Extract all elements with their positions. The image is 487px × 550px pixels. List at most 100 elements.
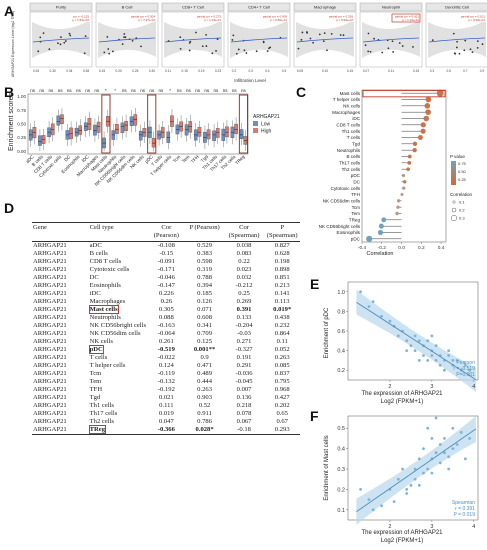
panel-a-fit-line (230, 37, 288, 43)
panel-a-stat-box (62, 14, 90, 22)
panel-b-ylabel: Enrichment scores (8, 93, 15, 151)
table-cell: 0.391 (236, 306, 252, 313)
panel-a-ci-band (230, 20, 288, 58)
table-cell: 0.202 (274, 402, 290, 409)
panel-e-x-tick-label: 2 (388, 384, 391, 390)
table-cell: ARHGAP21 (33, 370, 67, 377)
table-cell: 0.489 (197, 370, 212, 377)
panel-b-box-high (225, 126, 229, 138)
panel-a-point (318, 33, 321, 36)
panel-a-strip (359, 2, 423, 12)
table-cell: 0.141 (274, 290, 290, 297)
table-cell: B cells (89, 250, 108, 257)
panel-a-point (237, 48, 240, 51)
panel-b-figure: Enrichment scores ARHGAP21 Low High 1.00… (8, 88, 280, 187)
table-cell: 0.898 (274, 266, 290, 273)
panel-f-point (430, 437, 434, 440)
panel-a-strip-title: Dendritic Cell (445, 5, 469, 10)
panel-a-point (42, 32, 45, 35)
table-cell: Macrophages (89, 298, 126, 305)
panel-b-significance: * (105, 88, 107, 93)
panel-a-point (469, 48, 472, 51)
panel-a-x-tick-label: 0.25 (132, 69, 138, 73)
table-cell: 0.001** (193, 346, 216, 353)
panel-a-point (108, 52, 111, 55)
panel-e-point (413, 349, 417, 352)
table-cell: 0.709 (197, 330, 212, 337)
panel-b-box-high (96, 121, 101, 133)
panel-b-significance: ns (214, 88, 220, 93)
table-cell: 0.788 (197, 274, 212, 281)
panel-a-point (392, 51, 395, 53)
panel-c-plot-area (361, 89, 447, 243)
panel-c-y-tick-label: TFH (351, 192, 360, 197)
panel-a-strip-title: Macrophage (314, 5, 337, 10)
table-row: ARHGAP21 NK CD56bright cells -0.163 0.341 -0… (32, 322, 300, 330)
table-cell: ARHGAP21 (33, 322, 67, 329)
table-cell: 0.837 (274, 370, 290, 377)
table-cell: 0.124 (158, 362, 174, 369)
table-cell: 0.319 (197, 266, 212, 273)
panel-a-x-tick-label: 0.5 (446, 69, 451, 73)
panel-b-y-tick-label: 0.25 (17, 135, 26, 140)
panel-c-pvalue-title: P value (450, 154, 465, 159)
panel-f-point (468, 437, 472, 440)
table-cell: -0.132 (157, 378, 175, 385)
panel-c-y-tick-label: Neutrophils (337, 148, 361, 153)
panel-f-point (396, 477, 400, 481)
table-cell: ARHGAP21 (33, 266, 67, 273)
panel-b-label: B (4, 84, 15, 100)
panel-a-point (262, 41, 265, 44)
table-cell: ARHGAP21 (33, 418, 67, 425)
panel-e-point (455, 359, 459, 362)
panel-a-x-tick-label: 0.15 (99, 69, 105, 73)
panel-a-point (330, 32, 333, 35)
panel-c-x-tick-label: 0.4 (438, 245, 445, 251)
table-cell: -0.15 (159, 250, 174, 257)
panel-b-significance: ns (204, 88, 210, 93)
panel-c-y-tick-label: NK CD56bright cells (319, 224, 361, 229)
table-cell: -0.03 (237, 330, 251, 337)
panel-a-point (398, 42, 401, 44)
panel-a-fit-line (98, 37, 156, 43)
panel-b-x-tick-label: pDC (144, 154, 155, 165)
panel-a-x-tick-label: 0.26 (33, 69, 39, 73)
panel-c-x-tick-label: 0.2 (418, 245, 425, 251)
table-cell: 0.213 (274, 282, 290, 289)
panel-a-x-tick-label: 0.38 (83, 69, 89, 73)
table-cell: ARHGAP21 (33, 298, 67, 305)
table-cell: TReg (88, 425, 148, 435)
panel-e-point (426, 359, 430, 362)
table-cell: -0.064 (157, 330, 175, 337)
panel-e-point (371, 300, 375, 303)
panel-a-point (476, 46, 479, 49)
table-cell: 0.471 (197, 362, 212, 369)
panel-e-point (396, 334, 400, 338)
panel-a-point (68, 32, 71, 35)
table-cell: 0.341 (197, 322, 212, 329)
table-cell: 0.427 (274, 394, 290, 401)
panel-a-x-tick-label: 0.07 (363, 69, 369, 73)
table-cell: ARHGAP21 (32, 426, 89, 435)
panel-b-significance: ns (241, 88, 247, 93)
panel-a-point (69, 34, 72, 37)
panel-b-significance: ns (186, 88, 192, 93)
panel-b-box-low (56, 115, 61, 126)
table-row: ARHGAP21 Neutrophils 0.088 0.608 0.133 0.438 (32, 314, 300, 322)
panel-f-point (417, 457, 421, 461)
panel-c-dot (381, 217, 387, 223)
table-cell: 0.795 (274, 378, 290, 385)
panel-b-x-tick-label: TReg (234, 154, 246, 166)
panel-a-point (342, 34, 345, 37)
table-cell: 0.038 (236, 242, 252, 249)
table-cell: ARHGAP21 (33, 378, 67, 385)
panel-c-dot (407, 154, 412, 159)
panel-a-strip-title: CD8+ T Cell (182, 5, 204, 10)
panel-a-stat-cor: partial.cor = 0.009 (263, 14, 287, 18)
table-cell: ARHGAP21 (33, 250, 67, 257)
panel-f-point (413, 467, 417, 471)
panel-c-y-tick-label: NK cells (343, 103, 361, 108)
panel-f-point (430, 471, 434, 475)
panel-e-point (359, 290, 362, 294)
panel-a-x-tick-label: 0.30 (50, 69, 56, 73)
